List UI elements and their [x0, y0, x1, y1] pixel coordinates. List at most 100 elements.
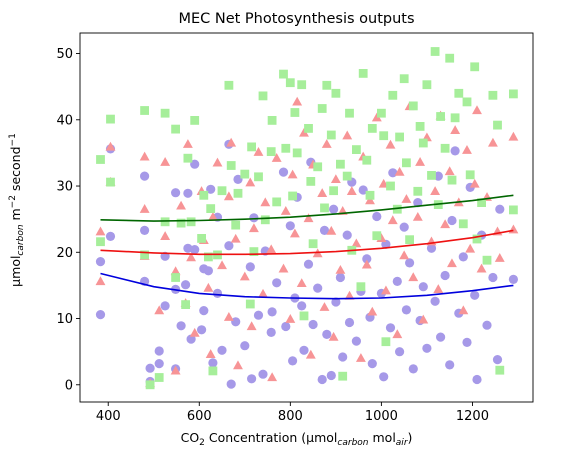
point-circle — [183, 243, 193, 253]
point-triangle — [367, 306, 378, 316]
point-square — [306, 177, 316, 186]
point-circle — [231, 317, 241, 327]
point-circle — [418, 282, 428, 292]
point-circle — [217, 345, 227, 355]
point-circle — [430, 296, 440, 306]
point-circle — [224, 241, 234, 251]
point-triangle — [170, 365, 181, 375]
point-square — [372, 231, 382, 241]
point-square — [145, 380, 155, 390]
point-circle — [335, 272, 345, 283]
point-square — [297, 80, 307, 90]
point-square — [388, 90, 398, 100]
point-square — [288, 191, 297, 201]
point-triangle — [472, 105, 482, 115]
point-triangle — [365, 195, 375, 205]
point-square — [206, 204, 216, 213]
point-circle — [388, 168, 398, 178]
point-circle — [245, 262, 255, 272]
point-circle — [299, 345, 309, 355]
point-circle — [95, 310, 106, 320]
point-circle — [367, 359, 377, 369]
point-square — [140, 106, 149, 115]
point-circle — [351, 336, 361, 346]
point-triangle — [223, 191, 234, 201]
point-triangle — [415, 156, 426, 166]
point-triangle — [287, 169, 298, 179]
point-triangle — [326, 225, 337, 235]
point-circle — [266, 327, 276, 337]
point-circle — [362, 254, 372, 264]
y-tick-label: 50 — [56, 47, 73, 62]
point-square — [392, 204, 402, 214]
point-square — [197, 234, 206, 243]
point-triangle — [394, 166, 405, 176]
point-triangle — [230, 233, 241, 243]
point-square — [381, 337, 391, 347]
point-circle — [462, 337, 472, 347]
point-triangle — [355, 353, 366, 362]
chart-title: MEC Net Photosynthesis outputs — [178, 11, 414, 27]
point-triangle — [203, 282, 214, 292]
point-circle — [322, 329, 332, 339]
point-triangle — [139, 151, 150, 161]
x-axis-label: CO2 Concentration (µmolcarbon molair) — [181, 430, 413, 448]
point-circle — [247, 374, 257, 384]
point-circle — [181, 280, 191, 290]
point-circle — [482, 320, 492, 330]
point-square — [338, 371, 348, 381]
point-circle — [171, 188, 181, 198]
point-circle — [472, 374, 482, 385]
point-circle — [508, 274, 518, 284]
point-square — [317, 104, 327, 113]
point-square — [472, 234, 482, 244]
point-circle — [372, 211, 382, 222]
point-square — [386, 181, 395, 191]
point-square — [290, 108, 300, 117]
point-square — [447, 175, 457, 185]
point-circle — [105, 231, 116, 241]
point-triangle — [430, 186, 441, 195]
point-square — [495, 365, 505, 375]
point-square — [96, 155, 105, 164]
point-circle — [317, 374, 327, 385]
x-tick-label: 800 — [278, 409, 303, 424]
point-square — [160, 108, 170, 118]
point-square — [405, 235, 414, 245]
point-triangle — [205, 349, 216, 358]
point-circle — [208, 358, 218, 368]
x-tick-label: 600 — [187, 409, 212, 424]
point-square — [190, 116, 200, 125]
point-circle — [413, 198, 423, 208]
point-square — [379, 131, 389, 141]
point-triangle — [335, 264, 346, 274]
point-triangle — [260, 197, 271, 207]
point-square — [245, 299, 255, 309]
point-square — [326, 130, 336, 140]
point-circle — [422, 343, 432, 353]
point-circle — [440, 270, 450, 281]
point-triangle — [186, 252, 197, 262]
point-triangle — [381, 285, 391, 295]
point-triangle — [226, 137, 237, 147]
point-triangle — [271, 153, 282, 162]
series-square — [96, 47, 518, 390]
point-triangle — [246, 321, 257, 331]
point-triangle — [412, 211, 423, 221]
point-triangle — [139, 204, 150, 213]
y-tick-label: 30 — [56, 180, 73, 195]
point-square — [356, 282, 366, 292]
point-circle — [140, 171, 150, 181]
point-square — [336, 159, 345, 169]
point-circle — [488, 272, 498, 283]
point-circle — [285, 221, 295, 231]
point-square — [279, 69, 288, 79]
point-triangle — [266, 244, 277, 254]
point-triangle — [387, 215, 398, 225]
point-triangle — [289, 228, 300, 238]
point-square — [509, 89, 518, 99]
point-circle — [433, 171, 443, 181]
point-circle — [385, 323, 396, 333]
